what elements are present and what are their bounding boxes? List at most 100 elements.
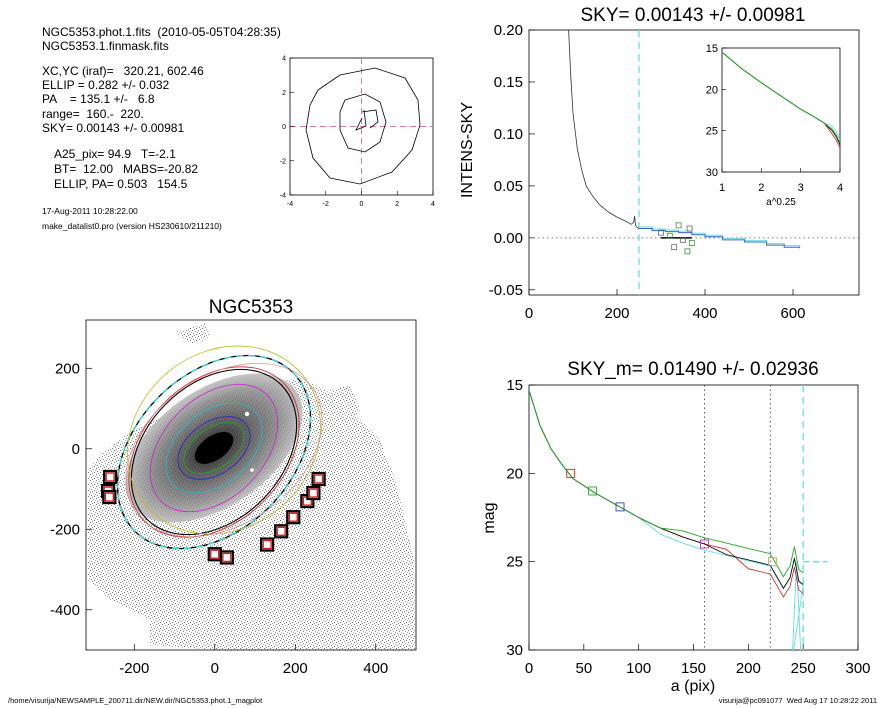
- sky-frame: [528, 29, 860, 296]
- image-blob-top: [175, 324, 210, 344]
- ellipse-green: [183, 422, 245, 474]
- info-program: make_datalist0.pro (version HS230610/211…: [42, 221, 222, 231]
- sky-plot: SKY= 0.00143 +/- 0.00981 INTENS-SKY 0 200…: [459, 5, 860, 322]
- sky-xtick-label-0: 0: [525, 305, 533, 322]
- image-marker-inner-7: [288, 512, 298, 522]
- footer-path: /home/visurija/NEWSAMPLE_200711.dir/NEW.…: [8, 696, 263, 705]
- image-ytick-label-2: -200: [50, 521, 80, 538]
- contour-inner: [339, 93, 387, 153]
- sky-ytick-label-0: 0.20: [494, 22, 523, 39]
- info-line-10: ELLIP, PA= 0.503 154.5: [54, 177, 188, 191]
- contour-ytick-label-0: -4: [280, 193, 286, 200]
- image-marker-5: [259, 537, 275, 552]
- sky-step-blue: [639, 228, 801, 249]
- sky-point-7: [688, 240, 695, 246]
- contour-xtick-label-1: -2: [323, 201, 329, 208]
- image-marker-inner-4: [222, 552, 232, 563]
- mag-ytick-label-3: 30: [506, 642, 523, 659]
- contour-xtick-label-4: 4: [431, 201, 435, 208]
- image-marker-inner-0: [105, 472, 115, 482]
- mag-marker-2: [615, 502, 625, 512]
- sky-xtick-label-2: 400: [692, 305, 717, 322]
- mag-xtick-label-0: 0: [525, 660, 533, 677]
- image-marker-9: [306, 485, 321, 501]
- info-line-5: PA = 135.1 +/- 6.8: [42, 92, 155, 106]
- info-line-1: NGC5353.phot.1.fits (2010-05-05T04:28:35…: [42, 25, 281, 39]
- sky-point-2: [671, 244, 678, 251]
- contour-ytick-label-1: -2: [280, 158, 286, 165]
- inset-ytick-label-3: 30: [706, 167, 718, 179]
- ellipse-cyan: [165, 402, 263, 494]
- image-star-3: [250, 468, 254, 472]
- sky-ytick-label-1: 0.15: [494, 74, 523, 91]
- image-marker-inner-9: [308, 488, 319, 498]
- mag-xtick-label-4: 200: [736, 660, 761, 677]
- mag-ytick-label-2: 25: [506, 554, 523, 571]
- sky-xtick-label-1: 200: [604, 305, 629, 322]
- mag-curve-green: [529, 390, 804, 578]
- image-marker-7: [286, 510, 301, 525]
- sky-point-1: [666, 232, 673, 239]
- ellipse-magenta: [149, 383, 279, 513]
- sky-point-3: [675, 222, 682, 229]
- mag-marker-1: [588, 486, 598, 496]
- image-marker-6: [274, 524, 289, 539]
- image-galaxy-core: [194, 432, 234, 464]
- sky-ylabel: INTENS-SKY: [459, 102, 476, 198]
- image-marker-inner-5: [262, 539, 272, 550]
- contour-ytick-label-2: 0: [282, 124, 286, 131]
- info-line-8: A25_pix= 94.9 T=-2.1: [54, 147, 176, 161]
- image-title: NGC5353: [209, 297, 294, 318]
- inset-curve-green: [722, 51, 840, 144]
- sky-point-6: [686, 225, 693, 232]
- mag-xlabel: a (pix): [671, 678, 715, 695]
- mag-xtick-label-5: 250: [791, 660, 816, 677]
- mag-xtick-label-1: 50: [575, 660, 592, 677]
- mag-curve-red: [529, 390, 804, 598]
- sky-ytick-label-3: 0.05: [494, 178, 523, 195]
- inset-xtick-label-1: 2: [758, 182, 764, 194]
- inset-ytick-label-2: 25: [706, 126, 718, 138]
- image-star-2: [280, 495, 284, 499]
- inset-xtick-label-0: 1: [719, 182, 725, 194]
- sky-ytick-label-4: 0.00: [494, 230, 523, 247]
- mag-marker-4: [768, 557, 777, 567]
- contour-xtick-label-0: -4: [287, 201, 293, 208]
- mag-curve-black: [529, 390, 804, 589]
- sky-point-0: [658, 229, 664, 236]
- mag-xtick-label-6: 300: [845, 660, 870, 677]
- image-marker-inner-6: [276, 526, 286, 536]
- sky-profile-line: [568, 30, 640, 229]
- sky-xtick-label-3: 600: [780, 305, 805, 322]
- info-line-9: BT= 12.00 MABS=-20.82: [54, 162, 199, 176]
- image-ytick-label-3: -400: [50, 602, 80, 619]
- ellipse-black: [130, 368, 298, 536]
- inset-xtick-label-2: 3: [798, 182, 804, 194]
- image-xtick-label-2: 200: [283, 660, 308, 677]
- contour-core: [355, 109, 379, 131]
- sky-ytick-label-2: 0.10: [494, 126, 523, 143]
- mag-xtick-label-3: 150: [681, 660, 706, 677]
- sky-title: SKY= 0.00143 +/- 0.00981: [580, 5, 805, 26]
- image-marker-0: [103, 469, 118, 485]
- image-marker-4: [219, 550, 234, 565]
- image-xtick-label-0: -200: [119, 660, 149, 677]
- info-date: 17-Aug-2011 10:28:22.00: [42, 206, 138, 216]
- footer-user: visurija@pc091077 Wed Aug 17 10:28:22 20…: [718, 696, 877, 705]
- mag-marker-0: [566, 468, 576, 478]
- info-line-6: range= 160.- 220.: [42, 107, 144, 121]
- info-line-4: ELLIP = 0.282 +/- 0.032: [42, 78, 170, 92]
- mag-title: SKY_m= 0.01490 +/- 0.02936: [567, 359, 818, 380]
- mag-xtick-label-2: 100: [626, 660, 651, 677]
- ellipse-pink: [125, 362, 323, 538]
- sky-ytick-label-5: -0.05: [489, 282, 523, 299]
- image-star-1: [244, 411, 250, 417]
- ellipse-yellow: [127, 345, 321, 535]
- inset-xlabel: a^0.25: [766, 197, 796, 208]
- contour-outer: [305, 67, 421, 185]
- ellipse-cyan-dashed: [116, 354, 312, 550]
- image-frame: [85, 319, 417, 651]
- mag-frame: [528, 384, 859, 651]
- image-marker-10: [311, 471, 326, 487]
